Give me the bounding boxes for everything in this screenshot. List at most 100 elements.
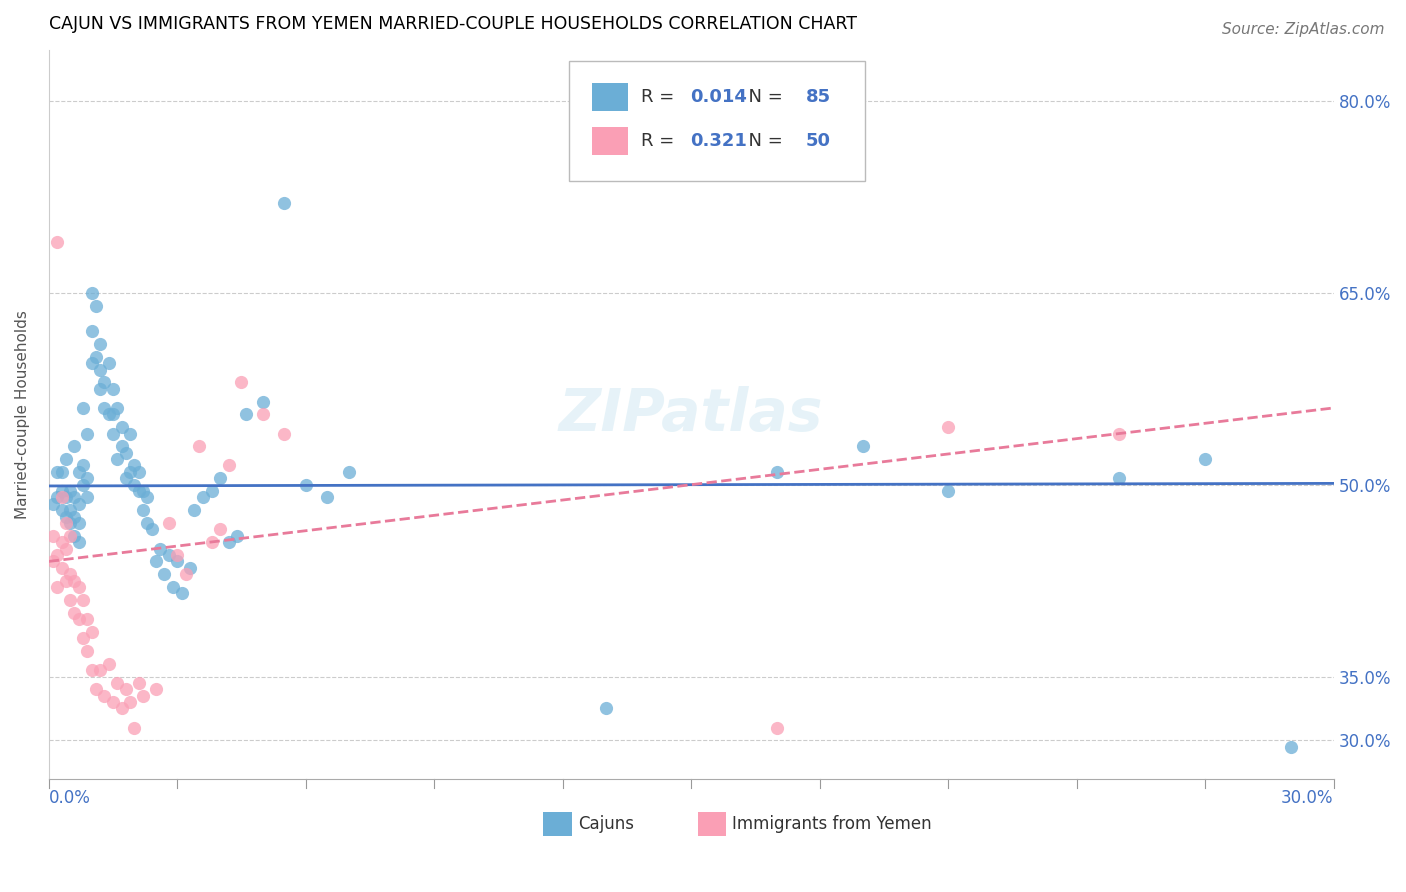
Point <box>174 567 197 582</box>
Point <box>80 356 103 370</box>
Text: 50: 50 <box>806 132 831 150</box>
Point <box>128 465 150 479</box>
Point <box>162 580 184 594</box>
Point <box>59 592 82 607</box>
Point <box>67 516 90 530</box>
Point <box>115 682 138 697</box>
Point <box>63 529 86 543</box>
Text: 0.0%: 0.0% <box>49 789 90 807</box>
Text: ZIPatlas: ZIPatlas <box>560 386 824 442</box>
Point <box>200 535 222 549</box>
Point <box>226 529 249 543</box>
Text: R =: R = <box>641 88 681 106</box>
Point <box>120 695 142 709</box>
Point <box>132 689 155 703</box>
Point <box>51 535 73 549</box>
Point <box>187 439 209 453</box>
Point <box>218 535 240 549</box>
FancyBboxPatch shape <box>569 61 865 181</box>
Point <box>51 561 73 575</box>
Point <box>157 516 180 530</box>
Point <box>120 426 142 441</box>
Point <box>105 676 128 690</box>
Point <box>157 548 180 562</box>
Point <box>166 548 188 562</box>
Point <box>55 541 77 556</box>
Point <box>97 407 120 421</box>
Text: CAJUN VS IMMIGRANTS FROM YEMEN MARRIED-COUPLE HOUSEHOLDS CORRELATION CHART: CAJUN VS IMMIGRANTS FROM YEMEN MARRIED-C… <box>49 15 856 33</box>
Point <box>63 439 86 453</box>
Point <box>1194 452 1216 467</box>
Point <box>1279 739 1302 754</box>
Point <box>273 196 295 211</box>
Point <box>200 484 222 499</box>
Point <box>105 452 128 467</box>
Text: 0.321: 0.321 <box>690 132 747 150</box>
Point <box>67 612 90 626</box>
Point <box>136 491 159 505</box>
Point <box>209 471 232 485</box>
Point <box>76 471 98 485</box>
Point <box>209 523 232 537</box>
Point <box>110 701 132 715</box>
Point <box>93 689 115 703</box>
Point <box>51 465 73 479</box>
Point <box>595 701 617 715</box>
Point <box>766 465 789 479</box>
Point <box>110 439 132 453</box>
Point <box>72 592 94 607</box>
Point <box>72 458 94 473</box>
Point <box>149 541 172 556</box>
Point <box>46 235 69 249</box>
Text: 85: 85 <box>806 88 831 106</box>
Point <box>63 606 86 620</box>
Point <box>63 509 86 524</box>
Text: N =: N = <box>738 88 789 106</box>
Text: 30.0%: 30.0% <box>1281 789 1334 807</box>
Point <box>191 491 214 505</box>
Point <box>337 465 360 479</box>
Point <box>42 529 65 543</box>
Point <box>63 491 86 505</box>
Point <box>141 523 163 537</box>
Point <box>124 458 146 473</box>
Point <box>252 407 274 421</box>
Point <box>72 631 94 645</box>
Point <box>252 394 274 409</box>
Point <box>46 491 69 505</box>
Text: 0.014: 0.014 <box>690 88 747 106</box>
Point <box>101 695 124 709</box>
Point <box>42 554 65 568</box>
FancyBboxPatch shape <box>592 83 628 112</box>
Point <box>132 484 155 499</box>
Point <box>51 503 73 517</box>
Point <box>67 535 90 549</box>
Point <box>89 362 111 376</box>
Point <box>105 401 128 415</box>
FancyBboxPatch shape <box>697 813 725 836</box>
Point <box>115 446 138 460</box>
Point <box>166 554 188 568</box>
Point <box>93 376 115 390</box>
Point <box>124 477 146 491</box>
Point <box>67 497 90 511</box>
Point <box>55 509 77 524</box>
Point <box>231 376 253 390</box>
Point <box>59 516 82 530</box>
Point <box>67 465 90 479</box>
Point <box>76 426 98 441</box>
Point <box>101 382 124 396</box>
Point <box>145 554 167 568</box>
Point <box>170 586 193 600</box>
Point <box>51 484 73 499</box>
Point <box>89 337 111 351</box>
Point <box>294 477 316 491</box>
Point <box>80 624 103 639</box>
Point <box>42 497 65 511</box>
Point <box>89 382 111 396</box>
Text: Source: ZipAtlas.com: Source: ZipAtlas.com <box>1222 22 1385 37</box>
Point <box>80 663 103 677</box>
Point <box>80 324 103 338</box>
Point <box>84 682 107 697</box>
Point <box>179 561 201 575</box>
